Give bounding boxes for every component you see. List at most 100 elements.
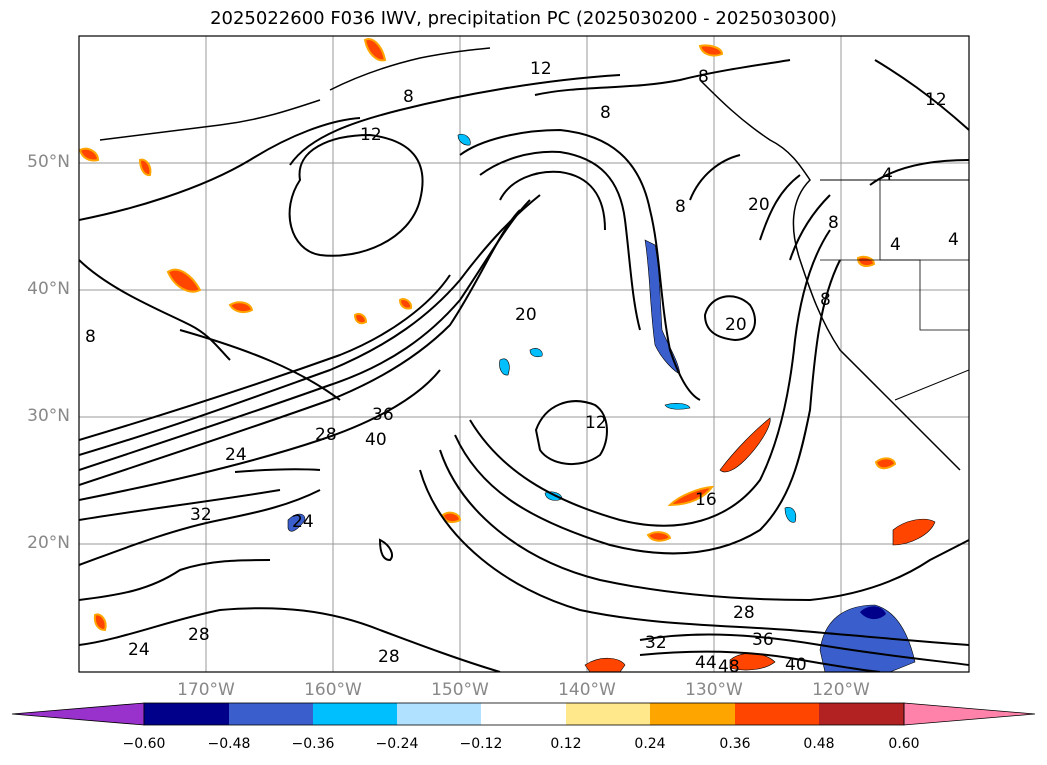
map-title: 2025022600 F036 IWV, precipitation PC (2…: [210, 8, 837, 29]
pos-precip-patch: [398, 298, 413, 310]
lat-label-20n: 20°N: [27, 533, 70, 553]
contour-line: [534, 59, 791, 96]
pos-precip-patch: [892, 518, 936, 546]
contour-line: [639, 633, 969, 666]
contour-label: 8: [600, 103, 611, 123]
border-us-mexico: [894, 369, 969, 401]
lon-label-130w: 130°W: [685, 680, 743, 700]
contour-line: [378, 538, 393, 562]
colorbar: [11, 702, 1036, 726]
pos-precip-patch: [646, 531, 672, 542]
contour-line: [289, 74, 621, 166]
pos-precip-patch: [584, 657, 626, 672]
pos-precip-patch: [667, 485, 715, 507]
contour-label: 12: [925, 90, 947, 110]
colorbar-outline: [143, 702, 905, 726]
contour-line: [689, 154, 741, 201]
contour-label: 32: [645, 633, 667, 653]
gridlines: [79, 36, 969, 672]
contour-label: 28: [733, 603, 755, 623]
colorbar-bin: [481, 703, 566, 725]
contour-line: [79, 117, 361, 221]
contour-line: [454, 259, 841, 555]
contour-label: 28: [188, 625, 210, 645]
lon-label-140w: 140°W: [558, 680, 616, 700]
colorbar-tick: 0.60: [888, 736, 920, 752]
contour-label: 4: [948, 230, 959, 250]
lon-label-120w: 120°W: [812, 680, 870, 700]
contour-line: [874, 59, 969, 131]
pos-precip-patch: [138, 158, 152, 177]
border-states: [820, 259, 969, 331]
contour-label: 12: [360, 125, 382, 145]
colorbar-bin: [566, 703, 650, 725]
colorbar-bin: [819, 703, 904, 725]
contour-line: [479, 150, 641, 331]
iwv-contours: [79, 59, 969, 672]
lon-label-160w: 160°W: [304, 680, 362, 700]
colorbar-extend-high: [903, 702, 1036, 726]
lat-label-40n: 40°N: [27, 279, 70, 299]
pos-precip-patch: [698, 44, 724, 57]
colorbar-bin: [650, 703, 735, 725]
neg-precip-patch: [499, 358, 510, 376]
contour-label: 20: [748, 195, 770, 215]
pos-precip-patch: [353, 312, 368, 325]
contour-label: 20: [725, 315, 747, 335]
contour-line: [79, 194, 541, 456]
pos-precip-patch: [729, 653, 776, 671]
pos-precip-patch: [93, 613, 107, 632]
contour-label: 40: [365, 430, 387, 450]
colorbar-tick: −0.24: [375, 736, 419, 752]
contour-line: [499, 170, 606, 231]
contour-line: [79, 607, 501, 672]
contour-label: 8: [698, 67, 709, 87]
pos-precip-patch: [719, 417, 771, 473]
contour-line: [79, 369, 441, 501]
contour-label-group: 12 8 8 12 8 12 8 4 4 4 20 8 8 20 20 36 2…: [85, 59, 959, 677]
colorbar-tick: 0.48: [803, 736, 835, 752]
contour-line: [79, 489, 281, 521]
pos-precip-patch: [228, 301, 254, 314]
pos-precip-patch: [363, 38, 387, 62]
contour-label: 44: [695, 653, 717, 673]
contour-label: 48: [718, 657, 740, 677]
contour-label: 28: [315, 425, 337, 445]
colorbar-tick: −0.48: [207, 736, 251, 752]
contour-label: 8: [85, 327, 96, 347]
contour-line: [79, 209, 521, 486]
coastlines: [99, 47, 969, 471]
contour-line: [439, 449, 969, 602]
contour-line: [79, 559, 271, 601]
pos-precip-patch: [856, 255, 876, 267]
contour-label: 8: [675, 197, 686, 217]
contour-line: [469, 229, 831, 527]
neg-precip-patch: [457, 133, 471, 146]
colorbar-bin: [313, 703, 397, 725]
contour-line: [703, 295, 756, 342]
contour-line: [234, 468, 321, 473]
contour-label: 24: [292, 512, 314, 532]
colorbar-tick: −0.12: [459, 736, 503, 752]
contour-label: 8: [828, 213, 839, 233]
contour-line: [79, 259, 231, 361]
neg-precip-patch: [664, 403, 691, 410]
contour-line: [789, 194, 831, 261]
contour-line: [759, 174, 801, 241]
contour-line: [288, 133, 424, 257]
contour-label: 4: [890, 235, 901, 255]
colorbar-tick: −0.36: [291, 736, 335, 752]
contour-label: 40: [785, 655, 807, 675]
contour-label: 12: [530, 59, 552, 79]
contour-line: [179, 329, 341, 401]
contour-line: [639, 650, 881, 672]
colorbar-extend-low: [11, 702, 145, 726]
coastline-aleutians: [329, 47, 491, 91]
contour-line: [459, 128, 701, 401]
lon-label-170w: 170°W: [177, 680, 235, 700]
plot-area: [79, 36, 969, 672]
colorbar-bin: [144, 703, 229, 725]
colorbar-bin: [735, 703, 819, 725]
contour-line: [419, 469, 969, 646]
